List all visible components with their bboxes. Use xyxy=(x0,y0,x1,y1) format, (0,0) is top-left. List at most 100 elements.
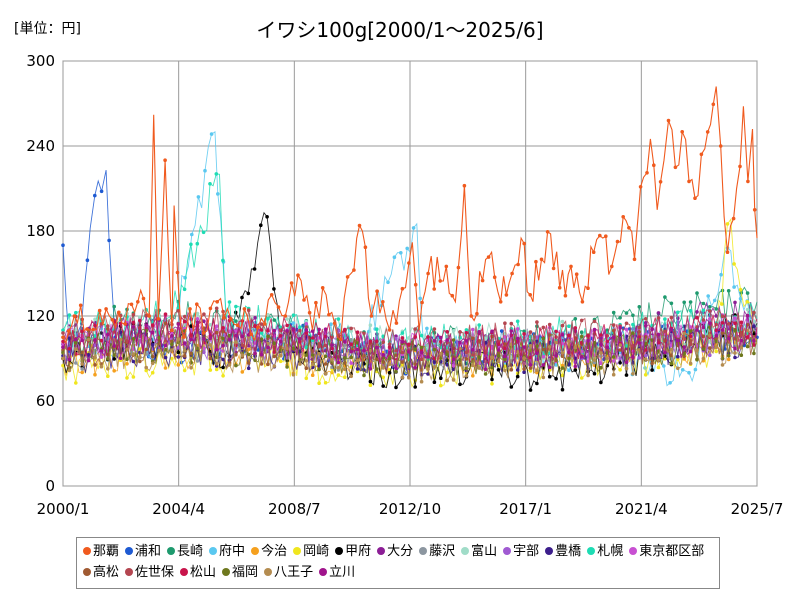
data-point xyxy=(528,388,533,392)
data-point xyxy=(163,343,168,348)
data-point xyxy=(503,354,507,359)
data-point xyxy=(432,287,437,291)
data-point xyxy=(522,241,526,246)
data-point xyxy=(214,306,219,311)
data-point xyxy=(554,376,558,381)
data-point xyxy=(705,130,710,134)
data-point xyxy=(163,158,167,162)
data-point xyxy=(631,355,635,359)
data-point xyxy=(522,345,526,349)
legend-marker xyxy=(503,547,512,555)
data-point xyxy=(464,357,469,361)
data-point xyxy=(407,350,411,354)
legend-marker xyxy=(377,547,386,555)
data-point xyxy=(592,371,597,376)
data-point xyxy=(136,300,140,304)
data-point xyxy=(496,353,501,358)
data-point xyxy=(310,362,315,367)
data-point xyxy=(106,324,110,328)
data-point xyxy=(352,268,356,272)
data-point xyxy=(419,333,424,338)
data-point xyxy=(563,293,568,298)
data-point xyxy=(329,322,333,327)
data-point xyxy=(676,357,680,362)
data-point xyxy=(176,355,181,359)
data-point xyxy=(676,310,680,315)
data-point xyxy=(701,325,706,330)
legend-marker xyxy=(167,547,176,555)
data-point xyxy=(147,314,151,318)
data-point xyxy=(298,325,302,330)
data-point xyxy=(317,327,321,332)
data-point xyxy=(618,368,622,372)
data-point xyxy=(61,331,65,335)
data-point xyxy=(362,373,366,378)
data-point xyxy=(439,383,443,388)
data-point xyxy=(643,341,648,346)
data-point xyxy=(99,355,104,359)
data-point xyxy=(701,301,706,306)
data-point xyxy=(733,346,737,351)
series-八王子 xyxy=(61,327,758,384)
data-point xyxy=(688,329,693,333)
data-point xyxy=(112,344,116,348)
data-point xyxy=(74,340,78,345)
data-point xyxy=(598,233,602,238)
data-point xyxy=(144,313,148,318)
data-point xyxy=(407,342,411,347)
data-point xyxy=(349,355,354,360)
data-point xyxy=(93,317,97,322)
data-point xyxy=(663,295,667,299)
legend-label: 長崎 xyxy=(177,544,204,559)
data-point xyxy=(104,307,108,311)
data-point xyxy=(539,257,544,262)
data-point xyxy=(249,332,253,337)
data-point xyxy=(221,336,225,341)
data-point xyxy=(246,361,251,365)
data-point xyxy=(259,223,263,227)
data-point xyxy=(368,383,373,388)
data-point xyxy=(522,356,526,360)
data-point xyxy=(551,266,556,271)
data-point xyxy=(451,364,456,368)
data-point xyxy=(483,372,488,376)
data-point xyxy=(605,345,610,350)
data-point xyxy=(688,349,693,354)
data-point xyxy=(656,358,661,363)
data-point xyxy=(302,298,306,302)
data-point xyxy=(381,366,386,370)
data-point xyxy=(496,368,501,372)
data-point xyxy=(547,365,552,370)
data-point xyxy=(323,327,328,332)
data-point xyxy=(314,300,318,305)
data-point xyxy=(656,311,661,315)
data-point xyxy=(74,381,78,385)
data-point xyxy=(718,144,723,148)
y-tick-label: 120 xyxy=(26,307,55,325)
data-point xyxy=(112,304,116,309)
legend-label: 八王子 xyxy=(274,565,314,580)
data-point xyxy=(739,346,744,350)
data-point xyxy=(336,360,341,365)
data-point xyxy=(554,340,558,345)
legend-item: 浦和 xyxy=(125,541,161,562)
data-point xyxy=(310,353,315,357)
data-point xyxy=(400,340,405,344)
data-point xyxy=(150,343,155,347)
data-point xyxy=(208,336,213,340)
data-point xyxy=(170,356,174,361)
data-point xyxy=(445,338,450,342)
data-point xyxy=(61,363,65,368)
data-point xyxy=(471,353,475,357)
data-point xyxy=(669,361,674,366)
data-point xyxy=(618,348,622,352)
data-point xyxy=(643,324,648,328)
data-point xyxy=(278,339,283,344)
data-point xyxy=(438,279,443,283)
data-point xyxy=(265,215,269,219)
data-point xyxy=(99,189,104,194)
data-point xyxy=(599,342,603,347)
data-point xyxy=(138,359,142,364)
data-point xyxy=(129,302,134,307)
data-point xyxy=(708,305,712,309)
